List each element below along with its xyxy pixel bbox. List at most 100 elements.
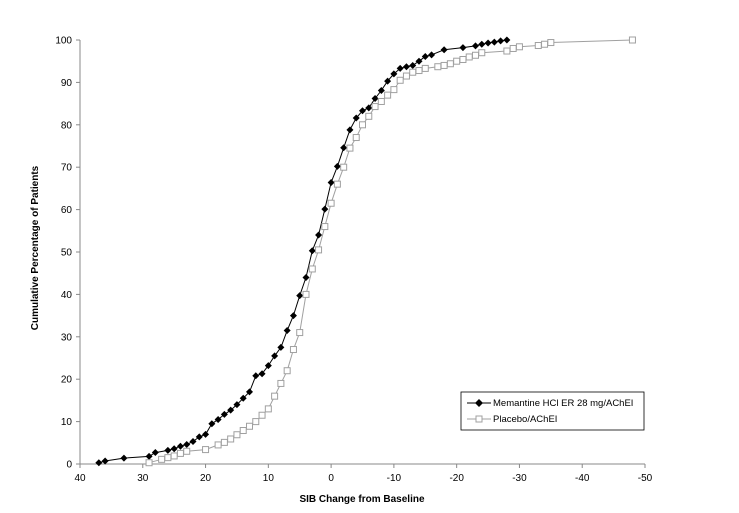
data-point-diamond bbox=[176, 442, 184, 450]
data-point-square bbox=[459, 56, 467, 64]
data-point-diamond bbox=[409, 61, 417, 69]
data-point-diamond bbox=[239, 394, 247, 402]
data-point-diamond bbox=[321, 205, 329, 213]
x-tick-label: 30 bbox=[137, 473, 149, 484]
data-point-square bbox=[503, 47, 511, 55]
data-point-diamond bbox=[246, 388, 253, 396]
legend: Memantine HCl ER 28 mg/AChEI Placebo/ACh… bbox=[460, 391, 645, 431]
data-point-diamond bbox=[220, 410, 228, 418]
data-point-diamond bbox=[333, 162, 341, 170]
data-point-diamond bbox=[258, 370, 266, 378]
y-tick-label: 0 bbox=[66, 460, 72, 471]
data-point-square bbox=[246, 422, 253, 430]
legend-entry-memantine: Memantine HCl ER 28 mg/AChEI bbox=[467, 398, 633, 409]
data-point-square bbox=[258, 411, 266, 419]
data-point-diamond bbox=[497, 37, 505, 45]
data-point-square bbox=[434, 63, 442, 71]
data-point-diamond bbox=[490, 38, 498, 46]
x-tick-label: -30 bbox=[512, 473, 527, 484]
data-point-square bbox=[547, 39, 555, 47]
data-point-diamond bbox=[384, 77, 392, 85]
data-point-square bbox=[170, 452, 178, 460]
y-tick-label: 60 bbox=[61, 205, 73, 216]
data-point-diamond bbox=[95, 459, 103, 467]
data-point-square bbox=[377, 97, 385, 105]
data-point-square bbox=[390, 86, 398, 94]
data-point-diamond bbox=[264, 362, 272, 370]
data-point-diamond bbox=[472, 42, 479, 50]
data-point-square bbox=[176, 449, 184, 457]
data-point-diamond bbox=[296, 292, 304, 300]
x-axis: 40 30 20 10 0 -10 -20 -30 -40 -50 SIB Change from… bbox=[74, 463, 653, 505]
x-tick-label: -50 bbox=[638, 473, 653, 484]
data-point-diamond bbox=[214, 415, 222, 423]
data-point-diamond bbox=[271, 352, 279, 360]
data-point-square bbox=[264, 405, 272, 413]
data-point-diamond bbox=[478, 40, 486, 48]
y-tick-label: 40 bbox=[61, 290, 73, 301]
legend-marker-memantine bbox=[475, 399, 483, 407]
data-point-square bbox=[327, 199, 335, 207]
data-point-square bbox=[315, 246, 323, 254]
data-point-diamond bbox=[346, 126, 354, 134]
data-point-diamond bbox=[145, 452, 153, 460]
data-point-diamond bbox=[440, 46, 448, 54]
data-point-square bbox=[409, 68, 417, 76]
y-tick-label: 90 bbox=[61, 78, 73, 89]
data-point-square bbox=[465, 53, 473, 61]
data-point-square bbox=[440, 61, 448, 69]
y-tick-label: 10 bbox=[61, 417, 73, 428]
data-point-diamond bbox=[208, 420, 216, 428]
data-point-square bbox=[302, 290, 310, 298]
data-point-diamond bbox=[120, 454, 128, 462]
y-tick-label: 70 bbox=[61, 163, 73, 174]
data-point-square bbox=[252, 418, 260, 426]
data-point-diamond bbox=[315, 231, 323, 239]
data-point-square bbox=[164, 454, 172, 462]
series-0 bbox=[95, 36, 511, 467]
data-point-square bbox=[628, 36, 636, 44]
x-tick-label: -10 bbox=[387, 473, 402, 484]
x-tick-label: -40 bbox=[575, 473, 590, 484]
data-point-diamond bbox=[428, 51, 436, 59]
data-point-diamond bbox=[283, 326, 291, 334]
x-tick-label: 10 bbox=[263, 473, 275, 484]
data-point-square bbox=[515, 43, 523, 51]
data-point-square bbox=[509, 44, 517, 52]
data-point-square bbox=[534, 42, 542, 50]
x-tick-label: -20 bbox=[449, 473, 464, 484]
data-point-diamond bbox=[396, 64, 404, 72]
data-point-diamond bbox=[170, 445, 178, 453]
data-point-diamond bbox=[195, 433, 203, 441]
data-point-square bbox=[446, 60, 454, 68]
y-tick-label: 20 bbox=[61, 375, 73, 386]
series-line bbox=[98, 39, 507, 464]
data-point-diamond bbox=[252, 372, 260, 380]
data-point-diamond bbox=[415, 57, 423, 65]
data-point-square bbox=[472, 51, 479, 59]
y-axis-ticks: 0 10 20 30 40 50 60 70 80 90 100 bbox=[55, 36, 80, 471]
data-point-square bbox=[145, 459, 153, 467]
data-point-square bbox=[202, 446, 210, 454]
data-point-square bbox=[239, 427, 247, 435]
x-axis-title: SIB Change from Baseline bbox=[299, 494, 424, 505]
data-point-diamond bbox=[289, 312, 297, 320]
data-point-square bbox=[478, 49, 486, 57]
data-point-square bbox=[277, 379, 285, 387]
y-axis-title: Cumulative Percentage of Patients bbox=[30, 165, 41, 330]
data-point-square bbox=[183, 447, 191, 455]
data-point-square bbox=[421, 64, 429, 72]
data-point-square bbox=[541, 40, 549, 48]
data-point-square bbox=[346, 144, 354, 152]
data-point-diamond bbox=[459, 44, 467, 52]
data-point-diamond bbox=[233, 401, 241, 409]
data-point-diamond bbox=[352, 114, 360, 122]
data-point-diamond bbox=[371, 95, 379, 103]
data-point-diamond bbox=[402, 63, 410, 71]
data-point-square bbox=[340, 163, 348, 171]
y-tick-label: 100 bbox=[55, 36, 72, 47]
data-point-diamond bbox=[277, 343, 285, 351]
y-tick-label: 50 bbox=[61, 248, 73, 259]
data-point-square bbox=[365, 112, 373, 120]
x-tick-label: 20 bbox=[200, 473, 212, 484]
